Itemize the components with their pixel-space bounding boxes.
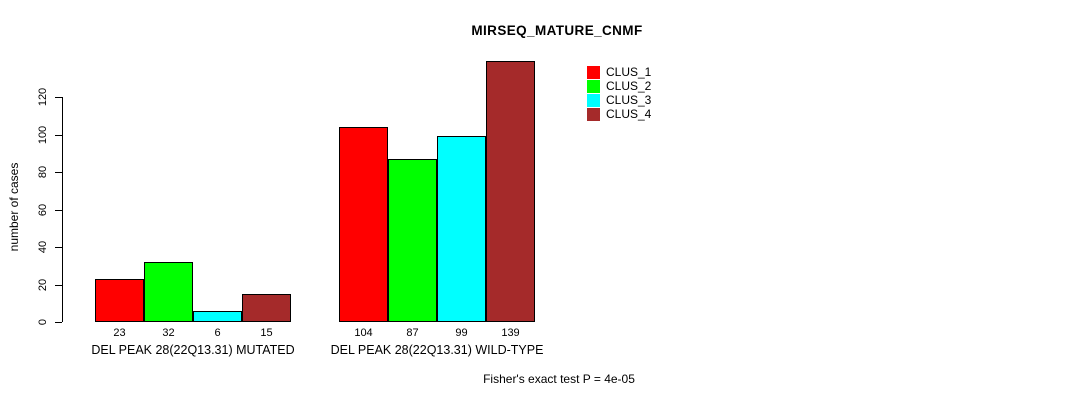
- y-axis-tick: [55, 247, 62, 248]
- y-axis-tick-label: 60: [37, 203, 49, 217]
- bar-clus_2-group2: [388, 159, 437, 322]
- legend-item-clus_1: CLUS_1: [587, 65, 651, 79]
- bar-value-label: 32: [162, 327, 175, 339]
- y-axis-line: [62, 97, 63, 322]
- legend-item-clus_3: CLUS_3: [587, 93, 651, 107]
- legend-item-clus_4: CLUS_4: [587, 107, 651, 121]
- y-axis-tick: [55, 97, 62, 98]
- legend-swatch-clus_3: [587, 93, 600, 107]
- y-axis-tick-label: 20: [37, 278, 49, 292]
- y-axis-tick: [55, 210, 62, 211]
- y-axis-tick-label: 120: [37, 87, 49, 107]
- x-axis-group-label: DEL PEAK 28(22Q13.31) WILD-TYPE: [330, 343, 544, 357]
- y-axis-tick: [55, 322, 62, 323]
- x-axis-group-label: DEL PEAK 28(22Q13.31) MUTATED: [91, 343, 295, 357]
- bar-clus_4-group2: [486, 61, 535, 322]
- bar-clus_3-group2: [437, 136, 486, 322]
- bar-clus_2-group1: [144, 262, 193, 322]
- legend-label: CLUS_3: [606, 93, 652, 107]
- legend-swatch-clus_2: [587, 79, 600, 93]
- legend-item-clus_2: CLUS_2: [587, 79, 651, 93]
- chart-title: MIRSEQ_MATURE_CNMF: [471, 23, 643, 38]
- legend-label: CLUS_1: [606, 65, 652, 79]
- y-axis-tick: [55, 285, 62, 286]
- bar-value-label: 23: [113, 327, 126, 339]
- y-axis-tick-label: 80: [37, 165, 49, 179]
- legend: CLUS_1 CLUS_2 CLUS_3 CLUS_4: [587, 65, 651, 121]
- bar-clus_4-group1: [242, 294, 291, 322]
- bar-value-label: 99: [455, 327, 468, 339]
- y-axis-tick: [55, 172, 62, 173]
- y-axis-tick-label: 100: [37, 125, 49, 145]
- y-axis-tick-label: 0: [37, 318, 49, 326]
- y-axis-tick-label: 40: [37, 240, 49, 254]
- bar-value-label: 15: [260, 327, 273, 339]
- legend-label: CLUS_2: [606, 79, 652, 93]
- bar-value-label: 87: [406, 327, 419, 339]
- y-axis-tick: [55, 135, 62, 136]
- bar-clus_3-group1: [193, 311, 242, 322]
- legend-swatch-clus_4: [587, 107, 600, 121]
- bar-value-label: 139: [501, 327, 520, 339]
- bar-value-label: 6: [214, 327, 221, 339]
- bar-clus_1-group1: [95, 279, 144, 322]
- bar-clus_1-group2: [339, 127, 388, 322]
- legend-label: CLUS_4: [606, 107, 652, 121]
- stat-test-note: Fisher's exact test P = 4e-05: [483, 372, 635, 386]
- y-axis-title: number of cases: [7, 162, 21, 252]
- legend-swatch-clus_1: [587, 65, 600, 79]
- bar-value-label: 104: [354, 327, 373, 339]
